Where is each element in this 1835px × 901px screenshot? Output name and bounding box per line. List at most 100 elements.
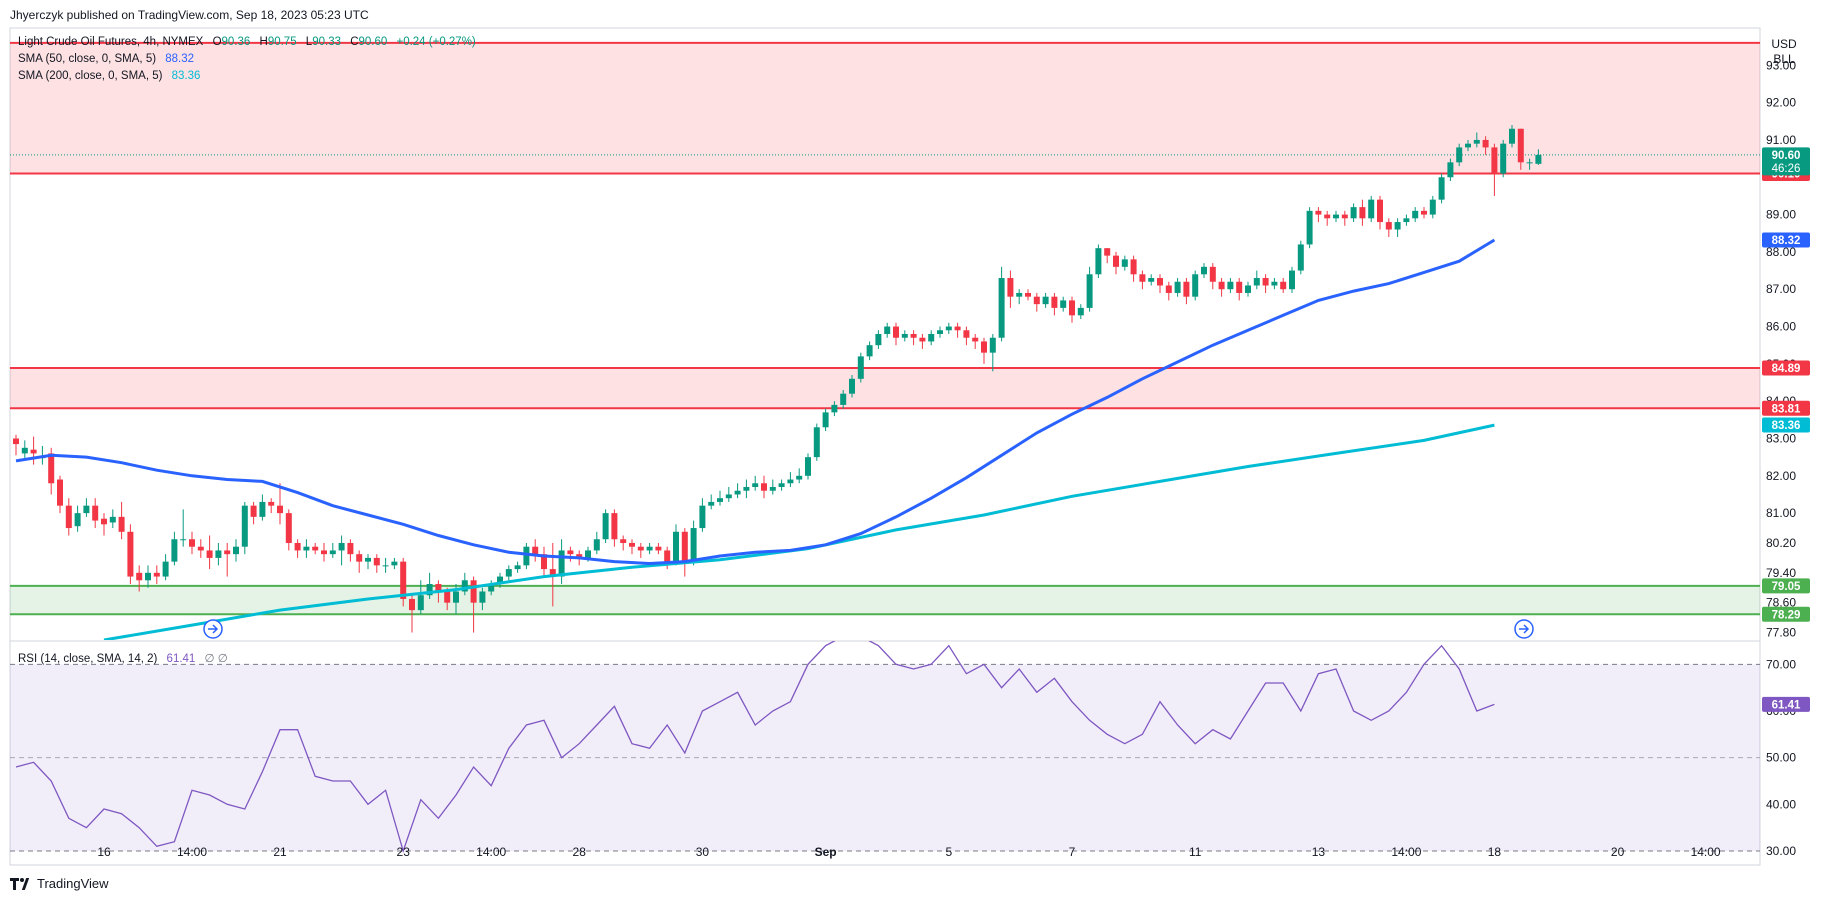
candle-body — [136, 572, 143, 581]
candle — [1465, 139, 1471, 152]
candle — [409, 595, 415, 633]
candle-body — [629, 542, 635, 547]
legend-rsi-extra: ∅ ∅ — [205, 653, 228, 665]
candle — [171, 531, 178, 566]
candle — [690, 520, 697, 566]
candle-body — [514, 565, 521, 570]
candle — [1236, 278, 1243, 301]
candle — [1192, 270, 1199, 301]
candle-body — [1183, 281, 1190, 297]
candle-body — [479, 591, 486, 603]
candle — [1253, 270, 1260, 290]
candle — [1042, 292, 1049, 308]
candle — [1473, 132, 1480, 148]
rsi-legend[interactable]: RSI (14, close, SMA, 14, 2) 61.41 ∅ ∅ — [18, 653, 228, 665]
candle-body — [233, 546, 239, 555]
candle — [893, 322, 899, 346]
candle-body — [673, 531, 679, 562]
candle-body — [593, 539, 600, 551]
candle — [637, 542, 644, 558]
candle-body — [1262, 278, 1269, 286]
legend-sma50: SMA (50, close, 0, SMA, 5) 88.32 — [18, 53, 194, 65]
candle — [778, 479, 785, 491]
candle-body — [409, 598, 415, 611]
candle — [787, 472, 794, 487]
candle-body — [963, 330, 970, 338]
candle — [1377, 195, 1383, 230]
candle — [1174, 278, 1181, 297]
candle-body — [1315, 210, 1322, 215]
price-tag-1-text: 88.32 — [1772, 235, 1801, 247]
candle-body — [505, 569, 512, 577]
candle-body — [637, 546, 644, 551]
candle-body — [1482, 139, 1489, 148]
price-pane[interactable] — [10, 41, 1760, 640]
price-tag-3: 83.81 — [1762, 400, 1810, 416]
price-tick-label: 78.60 — [1766, 596, 1796, 610]
candle-body — [919, 337, 926, 342]
candle-body — [611, 513, 618, 540]
candle — [206, 535, 213, 570]
legend-rsi: RSI (14, close, SMA, 14, 2) 61.41 ∅ ∅ — [18, 653, 228, 665]
price-tick-label: 88.00 — [1766, 245, 1796, 259]
candle-body — [189, 539, 195, 547]
candle-body — [1236, 281, 1243, 293]
candle — [681, 528, 688, 577]
candle-body — [1465, 143, 1471, 148]
price-tag-4-bg — [1762, 417, 1810, 433]
candle-body — [1253, 278, 1260, 286]
candle-body — [365, 557, 371, 562]
legend-open-key: O — [213, 36, 222, 48]
candle-body — [312, 546, 319, 551]
candle — [761, 475, 767, 499]
candle-body — [197, 546, 204, 551]
candle-body — [400, 561, 407, 599]
price-tick-label: 92.00 — [1766, 96, 1796, 110]
candle — [1095, 244, 1102, 279]
legend-sma200-value: 83.36 — [172, 70, 201, 82]
candle — [74, 505, 81, 532]
candle — [259, 494, 266, 521]
legend-close: 90.60 — [359, 36, 388, 48]
candle-body — [708, 501, 715, 506]
jump-right-marker[interactable] — [1514, 619, 1534, 639]
candle — [1209, 263, 1216, 290]
price-axis[interactable]: USD BLL 93.00 92.00 91.00 89.00 88.00 87.00 86… — [1766, 37, 1797, 640]
price-tick-label: 87.00 — [1766, 282, 1796, 296]
candle-body — [681, 531, 688, 562]
candle — [972, 334, 979, 349]
candle-body — [576, 554, 583, 558]
time-axis[interactable]: 16 14:00 21 23 14:00 28 30 Sep 5 7 11 13 14:00 18 20 14… — [97, 845, 1721, 859]
candle-body — [840, 393, 847, 405]
candle-body — [831, 404, 838, 413]
candle — [1421, 207, 1427, 219]
rsi-pane[interactable] — [10, 636, 1760, 854]
main-legend[interactable]: Light Crude Oil Futures, 4h, NYMEX O90.3… — [18, 36, 476, 82]
candle-body — [1174, 281, 1181, 293]
candle — [118, 501, 125, 540]
legend-line-1: Light Crude Oil Futures, 4h, NYMEX O90.3… — [18, 36, 476, 48]
candle — [910, 330, 917, 346]
candle-body — [1121, 259, 1128, 267]
candle — [514, 561, 521, 573]
candle-body — [1113, 255, 1119, 267]
candle-body — [1412, 210, 1419, 219]
jump-left-marker[interactable] — [203, 619, 223, 639]
candle-body — [1368, 199, 1375, 219]
legend-sma200-label: SMA (200, close, 0, SMA, 5) — [18, 70, 163, 82]
sma50-line — [15, 238, 1496, 566]
candle-body — [822, 412, 829, 428]
candle — [197, 539, 204, 558]
tradingview-brand[interactable]: TradingView — [10, 876, 109, 891]
rsi-last-tag-text: 61.41 — [1772, 699, 1801, 711]
tradingview-logo-icon — [10, 877, 32, 890]
candle-body — [664, 550, 671, 562]
currency-label: USD — [1771, 37, 1797, 51]
candle-body — [241, 505, 248, 547]
candle-body — [972, 337, 979, 342]
candle-body — [1069, 300, 1075, 316]
candle — [884, 322, 891, 338]
candle-body — [1165, 285, 1172, 293]
